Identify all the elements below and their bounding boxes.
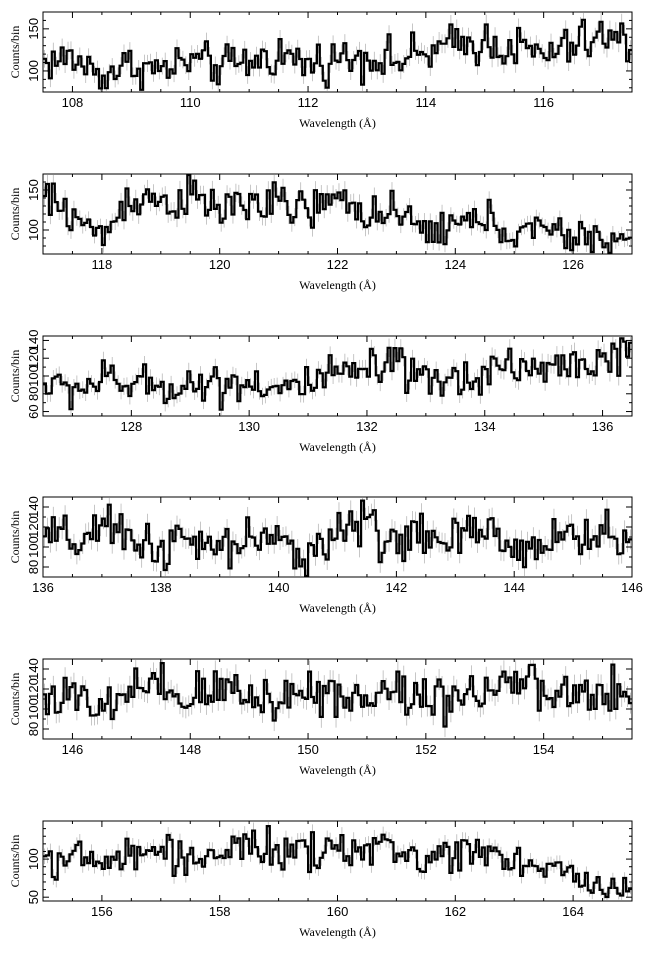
y-tick-label: 120 — [26, 347, 41, 369]
y-tick-label: 140 — [26, 658, 41, 680]
y-tick-label: 150 — [26, 18, 41, 40]
y-tick-label: 140 — [26, 496, 41, 518]
y-tick-label: 50 — [26, 890, 41, 904]
x-axis: 128 130 132 134 136 — [42, 336, 633, 434]
x-tick-label: 112 — [298, 95, 319, 110]
x-tick-label: 162 — [444, 904, 466, 919]
x-axis-label: Wavelength (Å) — [299, 601, 376, 615]
y-tick-label: 100 — [26, 60, 41, 82]
x-tick-label: 110 — [180, 95, 201, 110]
y-tick-label: 100 — [26, 848, 41, 870]
y-tick-label: 120 — [26, 678, 41, 700]
x-tick-label: 128 — [120, 419, 142, 434]
x-tick-label: 154 — [533, 742, 555, 757]
y-tick-label: 150 — [26, 179, 41, 201]
x-axis-label: Wavelength (Å) — [299, 925, 376, 939]
x-tick-label: 156 — [91, 904, 113, 919]
x-tick-label: 124 — [444, 257, 466, 272]
x-tick-label: 150 — [297, 742, 319, 757]
plot-frame — [42, 173, 633, 255]
x-axis-label: Wavelength (Å) — [299, 763, 376, 777]
spectrum-histogram — [43, 499, 632, 578]
x-axis: 108 110 112 114 116 — [42, 12, 633, 110]
x-tick-label: 140 — [268, 580, 290, 595]
y-tick-label: 100 — [26, 219, 41, 241]
y-axis-label: Counts/bin — [8, 673, 22, 726]
y-tick-label: 60 — [26, 404, 41, 418]
y-axis-label: Counts/bin — [8, 188, 22, 241]
x-axis-label: Wavelength (Å) — [299, 116, 376, 130]
x-tick-label: 134 — [474, 419, 496, 434]
x-tick-label: 152 — [415, 742, 437, 757]
x-axis: 136 138 140 142 144 146 — [32, 497, 643, 595]
x-tick-label: 138 — [150, 580, 172, 595]
y-tick-label: 100 — [26, 698, 41, 720]
x-axis: 118 120 122 124 126 — [42, 174, 633, 272]
x-tick-label: 146 — [621, 580, 643, 595]
y-tick-label: 80 — [26, 722, 41, 736]
y-axis: 100 150 — [26, 173, 632, 255]
spectrum-histogram — [43, 173, 632, 255]
plot-frame — [42, 820, 633, 902]
panel-5: 146 148 150 152 154 Wavelength (Å) 80 100120140… — [8, 658, 633, 777]
x-tick-label: 114 — [415, 95, 436, 110]
x-tick-label: 132 — [356, 419, 378, 434]
x-tick-label: 108 — [62, 95, 84, 110]
x-tick-label: 116 — [533, 95, 554, 110]
y-tick-label: 100 — [26, 365, 41, 387]
x-axis: 156 158 160 162 164 — [42, 821, 633, 919]
panel-2: 118 120 122 124 126 Wavelength (Å) 100 150 Count… — [8, 173, 633, 292]
x-axis-label: Wavelength (Å) — [299, 440, 376, 454]
x-tick-label: 120 — [209, 257, 231, 272]
x-tick-label: 136 — [592, 419, 614, 434]
x-tick-label: 164 — [562, 904, 584, 919]
x-tick-label: 148 — [179, 742, 201, 757]
error-bars — [44, 175, 631, 253]
x-tick-label: 118 — [92, 257, 113, 272]
spectrum-histogram — [43, 662, 632, 728]
panel-3: 128 130 132 134 136 Wavelength (Å) 60 801001201… — [8, 330, 633, 454]
x-tick-label: 158 — [209, 904, 231, 919]
panel-4: 136 138 140 142 144 146 Wavelength (Å) 80 100120… — [8, 496, 643, 615]
x-tick-label: 130 — [238, 419, 260, 434]
x-tick-label: 122 — [327, 257, 349, 272]
y-axis-label: Counts/bin — [8, 511, 22, 564]
y-tick-label: 100 — [26, 536, 41, 558]
y-axis-label: Counts/bin — [8, 26, 22, 79]
y-tick-label: 80 — [26, 387, 41, 401]
error-bars — [44, 822, 631, 900]
y-axis-label: Counts/bin — [8, 835, 22, 888]
x-tick-label: 144 — [503, 580, 525, 595]
x-tick-label: 136 — [32, 580, 54, 595]
y-tick-label: 80 — [26, 560, 41, 574]
y-axis: 100 150 — [26, 11, 632, 89]
y-tick-label: 120 — [26, 516, 41, 538]
x-tick-label: 160 — [327, 904, 349, 919]
x-tick-label: 142 — [386, 580, 408, 595]
panel-6: 156 158 160 162 164 Wavelength (Å) 50 100 Counts… — [8, 820, 633, 939]
y-axis-label: Counts/bin — [8, 350, 22, 403]
spectrum-histogram — [43, 18, 632, 91]
spectrum-histogram — [43, 825, 632, 899]
x-tick-label: 146 — [62, 742, 84, 757]
y-axis: 50 100 — [26, 820, 632, 904]
x-tick-label: 126 — [562, 257, 584, 272]
spectrum-histogram — [43, 337, 632, 411]
x-axis: 146 148 150 152 154 — [42, 659, 633, 757]
x-axis-label: Wavelength (Å) — [299, 278, 376, 292]
panel-1: 108 110 112 114 116 Wavelength (Å) 100 150 Count… — [8, 11, 633, 130]
y-tick-label: 140 — [26, 330, 41, 352]
